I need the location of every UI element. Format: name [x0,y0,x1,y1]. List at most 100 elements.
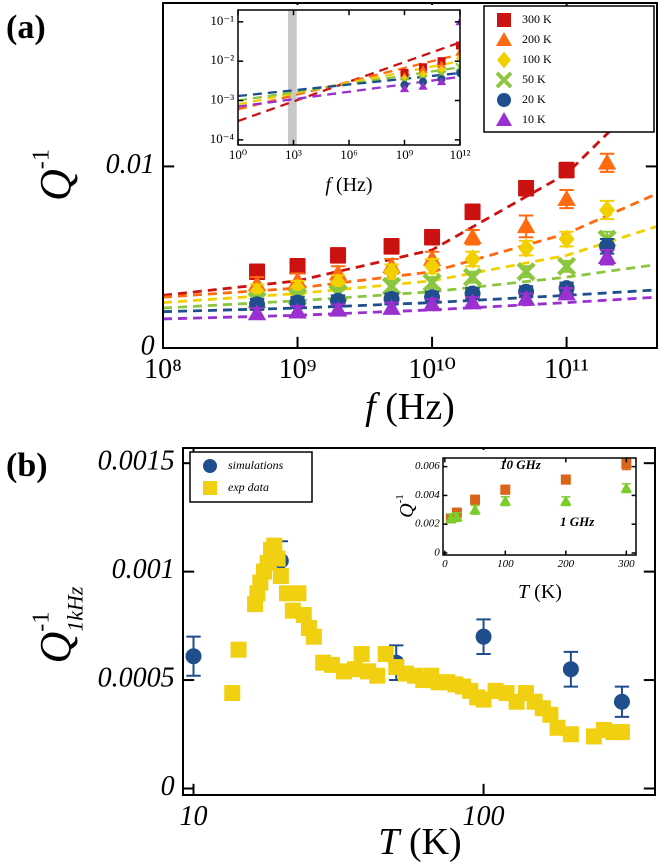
marker [613,724,630,741]
marker [557,284,576,301]
y-axis-subscript: 1kHz [63,586,88,632]
legend-marker [203,481,217,495]
y-axis-label: Q-1 [394,494,418,518]
marker [422,273,442,293]
plot-area [163,83,657,321]
y-tick-label: 0.002 [415,518,440,530]
fit-line [163,263,657,310]
marker [369,667,386,684]
marker [557,256,577,276]
inset-background [196,5,464,199]
y-tick-label: 0.006 [415,460,440,472]
marker [323,656,340,673]
x-tick-label: 10⁸ [144,354,182,385]
marker [456,41,460,50]
legend-label: 20 K [522,92,546,106]
marker [305,628,322,645]
marker [557,189,576,206]
marker [464,203,481,220]
marker [383,262,400,282]
x-axis-unit: (Hz) [336,174,373,196]
x-axis-label: f (Hz) [325,174,372,196]
x-axis-label: T (K) [378,821,461,863]
plot-area [185,537,630,745]
highlight-band [287,10,297,145]
y-tick-label: 0.004 [415,489,440,501]
plot-area [445,458,633,524]
marker [346,661,363,678]
marker [269,550,286,567]
fit-line [238,53,460,111]
marker [290,585,307,602]
legend-marker [497,13,511,27]
marker [475,691,492,708]
x-axis-unit: (Hz) [385,386,455,428]
marker [456,69,460,78]
marker [562,661,579,678]
y-axis-symbol: Q [31,632,80,664]
legend-box [483,5,655,133]
marker [382,276,402,296]
series-annotation: 10 GHz [500,457,542,472]
y-tick-label: 0.0015 [98,446,175,477]
marker [464,249,481,269]
y-axis-symbol: Q [396,503,418,518]
x-axis-label: T (K) [518,581,562,603]
x-tick-label: 200 [558,558,575,570]
marker [266,537,283,554]
legend-marker [495,31,513,46]
marker [597,153,617,170]
marker [249,263,266,280]
marker [558,162,575,179]
legend-label: simulations [228,458,284,472]
y-tick-label: 0 [161,771,175,802]
marker [542,706,559,723]
marker [382,298,401,315]
marker [549,719,566,736]
marker [558,229,575,249]
legend-label: 200 K [522,32,552,46]
y-axis-superscript: -1 [27,149,54,169]
marker [560,495,572,506]
legend-label: 50 K [522,72,546,86]
panel-label: (a) [6,9,46,46]
marker [516,217,536,234]
y-tick-label: 0 [141,330,155,361]
legend-label: 10 K [522,112,546,126]
marker [463,293,482,310]
fit-line [238,41,460,123]
x-axis-unit: (K) [534,581,562,603]
x-tick-label: 10⁹ [279,354,317,385]
marker [455,47,460,56]
marker [518,238,535,258]
x-tick-label: 10⁹ [396,147,414,162]
marker [289,278,306,298]
y-tick-label: 0.0005 [98,662,175,693]
marker [500,484,511,495]
marker [463,228,482,245]
legend-marker [497,93,511,107]
plot-area [238,10,460,145]
y-tick-label: 0.001 [112,554,175,585]
marker [599,200,616,220]
marker [288,302,307,319]
marker [620,482,633,493]
y-axis-superscript: -1 [394,494,406,503]
marker [462,267,483,287]
x-tick-label: 100 [463,801,505,832]
marker [516,262,536,282]
marker [295,606,312,623]
marker [383,238,400,255]
x-tick-label: 10¹⁰ [408,354,456,385]
marker [562,726,579,743]
marker [597,248,617,265]
marker [330,247,347,264]
marker [328,300,348,317]
legend-label: exp data [228,480,269,494]
plot-frame [182,447,656,796]
marker [499,495,512,506]
x-axis-variable: f [365,386,380,428]
x-axis-unit: (K) [409,821,462,863]
legend-marker [495,71,513,89]
marker [224,685,241,702]
